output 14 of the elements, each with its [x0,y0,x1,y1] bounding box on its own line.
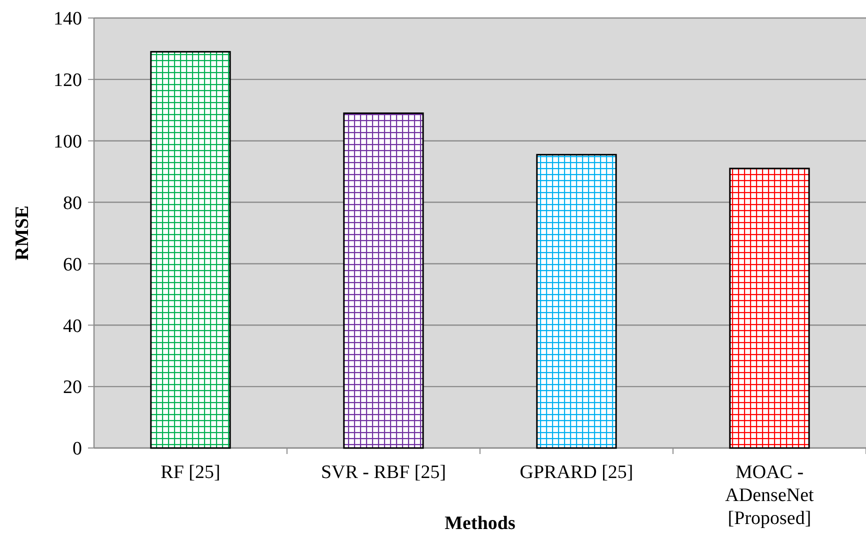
y-tick-label: 60 [63,254,82,276]
x-tick-label: SVR - RBF [25] [320,462,446,483]
y-axis-title: RMSE [12,206,33,260]
y-tick-label: 80 [63,192,82,214]
y-tick-label: 0 [72,438,82,460]
y-tick-label: 100 [54,132,82,153]
y-tick-label: 120 [54,70,82,92]
x-tick-label: MOAC - ADenseNet [Proposed] [725,462,815,529]
y-tick-label: 140 [54,8,82,30]
x-axis-title: Methods [444,513,516,534]
x-tick-label: GPRARD [25] [520,462,634,483]
y-tick-label: 20 [63,377,82,398]
x-tick-label: RF [25] [160,462,220,483]
y-tick-label: 40 [63,316,82,337]
